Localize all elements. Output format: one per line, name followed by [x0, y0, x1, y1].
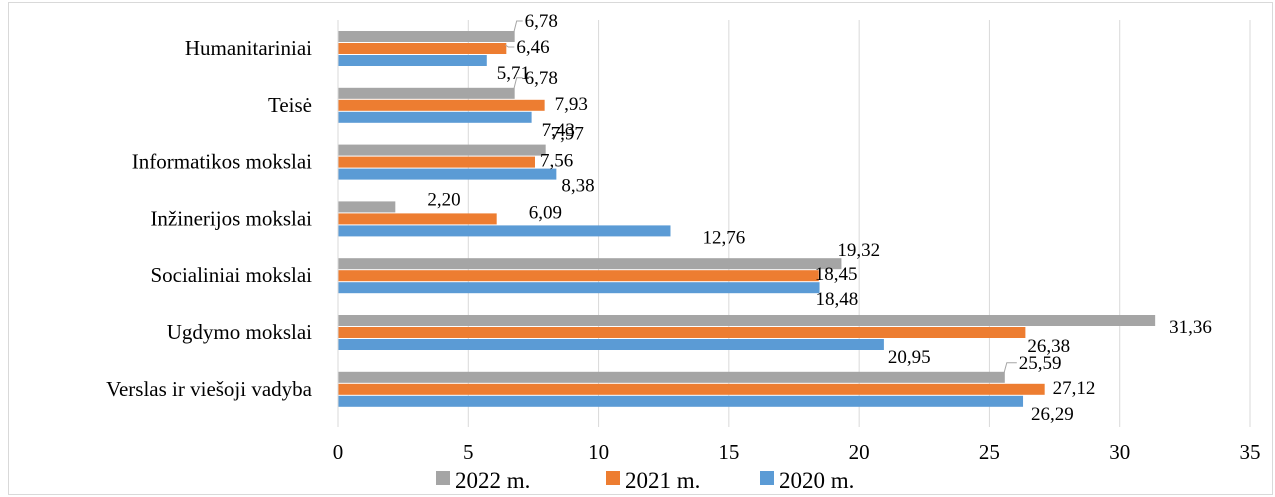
category-label: Verslas ir viešoji vadyba	[106, 377, 313, 401]
bar-2020-m-6	[338, 395, 1024, 407]
bar-2022-m-1	[338, 87, 515, 99]
data-label: 6,78	[525, 11, 558, 32]
bar-2021-m-0	[338, 43, 507, 54]
category-label: Ugdymo mokslai	[167, 320, 312, 344]
gridlines	[467, 20, 1251, 427]
data-label: 25,59	[1019, 353, 1062, 374]
data-label: 19,32	[837, 240, 880, 261]
data-label-leader	[1003, 362, 1017, 374]
bar-2022-m-4	[338, 258, 842, 270]
bar-2020-m-3	[338, 225, 671, 237]
x-tick-label: 5	[463, 440, 474, 464]
bars	[338, 31, 1156, 407]
bar-2021-m-5	[338, 327, 1026, 338]
data-label-leader	[513, 20, 523, 34]
legend-label: 2020 m.	[779, 468, 854, 493]
legend: 2022 m. 2021 m. 2020 m.	[436, 468, 854, 493]
data-label: 7,56	[540, 151, 573, 172]
legend-label: 2021 m.	[625, 468, 700, 493]
data-labels: 6,786,465,716,787,937,437,977,568,382,20…	[427, 11, 1212, 425]
data-label: 5,71	[497, 63, 530, 84]
category-label: Humanitariniai	[185, 36, 312, 60]
category-label: Informatikos mokslai	[132, 150, 312, 174]
bar-2021-m-2	[338, 156, 535, 168]
legend-swatch	[760, 471, 774, 485]
bar-2022-m-2	[338, 144, 546, 156]
x-tick-label: 30	[1109, 440, 1130, 464]
bar-2022-m-6	[338, 371, 1005, 383]
category-label: Teisė	[268, 93, 312, 117]
bar-2021-m-4	[338, 270, 819, 282]
bar-2020-m-2	[338, 168, 557, 180]
bar-2020-m-1	[338, 111, 532, 123]
legend-swatch	[606, 471, 620, 485]
data-label: 6,46	[516, 37, 549, 58]
x-tick-label: 20	[849, 440, 870, 464]
bar-2021-m-6	[338, 383, 1045, 395]
data-label: 7,97	[551, 124, 584, 145]
data-label: 26,38	[1027, 336, 1070, 357]
bar-2022-m-0	[338, 31, 515, 42]
category-label: Inžinerijos mokslai	[150, 206, 312, 230]
data-label: 18,48	[816, 289, 859, 310]
x-tick-label: 0	[333, 440, 344, 464]
data-label: 6,09	[529, 202, 562, 223]
bar-2022-m-3	[338, 201, 396, 213]
data-label: 12,76	[702, 227, 745, 248]
axes: 0 5 10 15 20 25 30 35 Humanitariniai Teisė Informa…	[106, 20, 1261, 464]
data-label: 7,93	[555, 94, 588, 115]
data-label: 27,12	[1053, 378, 1096, 399]
data-label: 7,43	[542, 120, 575, 141]
data-label: 31,36	[1169, 317, 1212, 338]
data-label-leader	[505, 44, 515, 48]
bar-2020-m-5	[338, 339, 884, 350]
bar-2020-m-4	[338, 282, 820, 294]
legend-label: 2022 m.	[455, 468, 530, 493]
bar-2022-m-5	[338, 315, 1156, 326]
data-label: 18,45	[815, 264, 858, 285]
category-label: Socialiniai mokslai	[150, 263, 312, 287]
x-tick-label: 35	[1240, 440, 1261, 464]
chart-frame	[8, 2, 1273, 495]
legend-swatch	[436, 471, 450, 485]
x-tick-label: 10	[588, 440, 609, 464]
data-label: 2,20	[427, 189, 460, 210]
bar-2021-m-1	[338, 99, 545, 111]
bar-2021-m-3	[338, 213, 497, 225]
x-tick-label: 25	[979, 440, 1000, 464]
data-label-leader	[513, 77, 523, 90]
bar-2020-m-0	[338, 55, 487, 66]
x-tick-label: 15	[718, 440, 739, 464]
data-label: 20,95	[888, 347, 931, 368]
data-label: 26,29	[1031, 404, 1074, 425]
data-label: 8,38	[561, 176, 594, 197]
data-label: 6,78	[525, 68, 558, 89]
